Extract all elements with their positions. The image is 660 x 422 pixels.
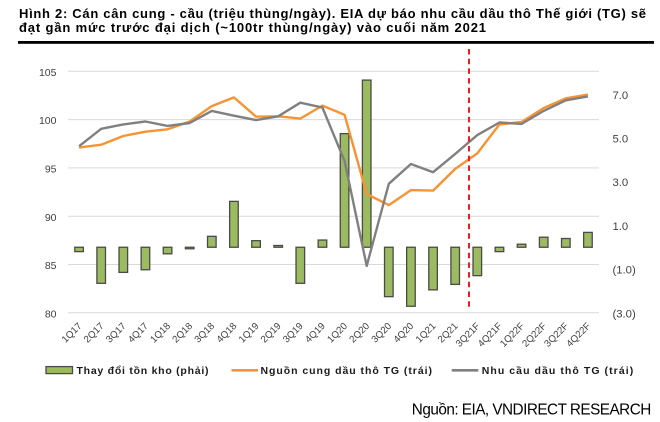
svg-text:3.0: 3.0 <box>613 177 629 189</box>
svg-text:(1.0): (1.0) <box>613 265 636 277</box>
svg-text:95: 95 <box>45 164 57 176</box>
svg-text:80: 80 <box>45 308 57 320</box>
svg-text:Nhu cầu dầu thô TG (trái): Nhu cầu dầu thô TG (trái) <box>482 365 634 377</box>
svg-text:Nguồn cung dầu thô TG (trái): Nguồn cung dầu thô TG (trái) <box>261 365 433 377</box>
svg-text:Nguồn: EIA, VNDIRECT RESEARCH: Nguồn: EIA, VNDIRECT RESEARCH <box>412 402 652 419</box>
svg-text:1.0: 1.0 <box>613 221 629 233</box>
svg-text:7.0: 7.0 <box>613 90 629 102</box>
svg-text:90: 90 <box>45 212 57 224</box>
svg-text:105: 105 <box>39 67 57 79</box>
svg-text:5.0: 5.0 <box>613 134 629 146</box>
svg-text:Hình 2: Cán cân cung - cầu (tr: Hình 2: Cán cân cung - cầu (triệu thùng/… <box>19 6 646 21</box>
svg-text:Thay đổi tồn kho (phải): Thay đổi tồn kho (phải) <box>77 365 209 377</box>
svg-text:(3.0): (3.0) <box>613 308 636 320</box>
svg-text:đạt gần mức trước đại dịch (~1: đạt gần mức trước đại dịch (~100tr thùng… <box>19 20 486 35</box>
svg-text:100: 100 <box>39 115 57 127</box>
svg-text:85: 85 <box>45 260 57 272</box>
